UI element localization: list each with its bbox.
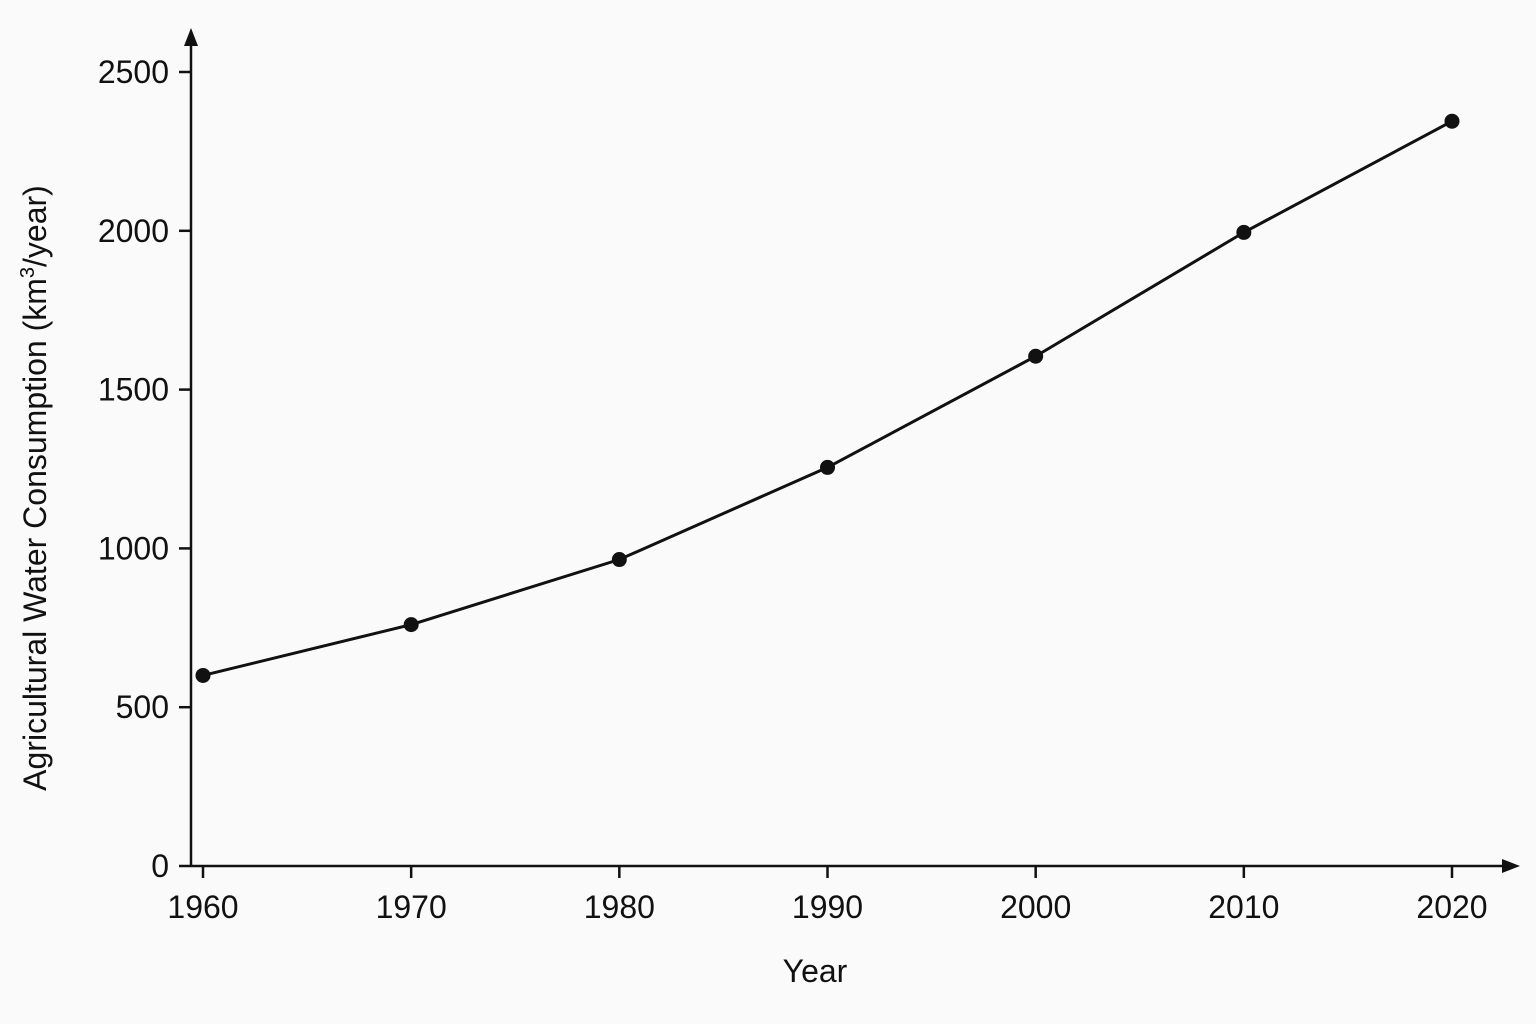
y-tick-label: 0: [151, 848, 169, 884]
y-tick-label: 1000: [98, 530, 169, 566]
x-tick-label: 1990: [792, 889, 863, 925]
x-tick-label: 2000: [1000, 889, 1071, 925]
x-axis-arrow: [1502, 859, 1520, 873]
x-tick-label: 2020: [1416, 889, 1487, 925]
x-tick-label: 1980: [584, 889, 655, 925]
data-point-2020: [1444, 113, 1460, 129]
x-ticks: 1960 1970 1980 1990 2000 2010 2020: [167, 866, 1488, 925]
series-line: [202, 119, 1453, 677]
data-points: [195, 113, 1460, 683]
y-axis-title-main: Agricultural Water Consumption (km: [17, 278, 53, 791]
data-point-1970: [403, 617, 419, 633]
y-ticks: 0 500 1000 1500 2000 2500: [98, 54, 191, 884]
y-tick-label: 2000: [98, 213, 169, 249]
data-point-2010: [1236, 224, 1252, 240]
y-axis-arrow: [184, 28, 198, 46]
data-point-1990: [820, 459, 835, 475]
y-tick-label: 2500: [98, 54, 169, 90]
x-axis-title: Year: [783, 953, 848, 989]
data-point-2000: [1028, 348, 1044, 364]
y-tick-label: 1500: [98, 372, 169, 408]
y-tick-label: 500: [116, 689, 169, 725]
x-tick-label: 1960: [167, 889, 238, 925]
data-point-1980: [611, 552, 627, 568]
y-axis-title: Agricultural Water Consumption (km3/year…: [17, 185, 53, 791]
data-point-1960: [195, 667, 211, 683]
x-tick-label: 2010: [1208, 889, 1279, 925]
y-axis-title-superscript: 3: [17, 267, 39, 278]
y-axis-title-unit: /year): [17, 185, 53, 267]
x-tick-label: 1970: [376, 889, 447, 925]
